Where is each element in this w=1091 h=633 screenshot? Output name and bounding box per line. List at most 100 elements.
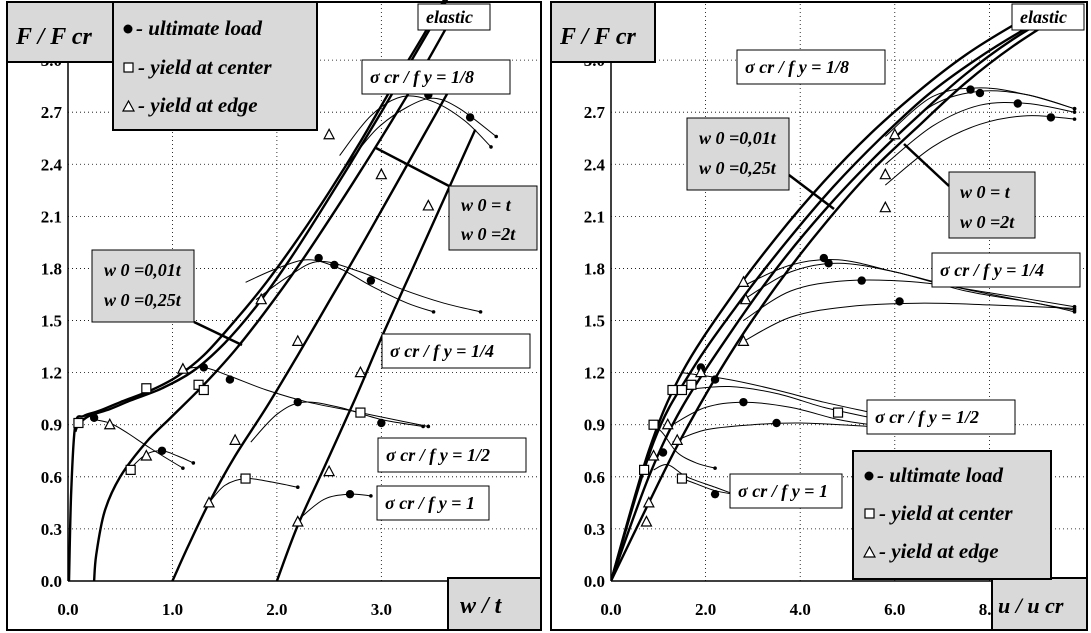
y-tick-label-right: 2.7 (584, 103, 606, 122)
curve-end-dot-left (369, 494, 373, 498)
ultimate-load-point (157, 446, 167, 455)
xlabel-box-right (991, 577, 1088, 631)
ratio-12-box-right (866, 399, 1016, 435)
ratio-14-label-right: σ cr / f y = 1/4 (940, 260, 1044, 280)
elastic-box-left (417, 3, 491, 31)
y-tick-label-left: 0.0 (41, 572, 62, 591)
x-tick-label-right: 0.0 (600, 600, 621, 619)
curve-end-dot-left (489, 145, 493, 149)
yield-center-point (198, 384, 209, 396)
series-line-right (611, 10, 1061, 581)
ultimate-load-point (465, 113, 475, 122)
elastic-label-right: elastic (1020, 7, 1067, 27)
w0-small-box-left (91, 249, 195, 323)
x-tick-label-left: 2.0 (266, 600, 287, 619)
yield-center-point (832, 407, 844, 418)
yield-center-point (676, 473, 688, 484)
yield-edge-point (375, 167, 388, 180)
yield-edge-point (229, 433, 242, 445)
ultimate-load-point (966, 85, 975, 94)
series-line-right (611, 6, 1047, 581)
yield-edge-point (103, 417, 116, 430)
xlabel-right: u / u cr (998, 593, 1064, 618)
legend-center-marker (123, 62, 134, 73)
peak-curve-left (344, 97, 497, 169)
yield-edge-point (291, 515, 304, 527)
yield-edge-point (640, 515, 653, 527)
ultimate-load-point (824, 259, 833, 268)
yield-center-point (648, 419, 659, 430)
ultimate-load-point (975, 88, 985, 98)
yield-edge-point (203, 496, 215, 508)
y-tick-label-left: 2.1 (41, 207, 62, 226)
yield-center-point (193, 379, 204, 390)
ratio-12-label-left: σ cr / f y = 1/2 (386, 445, 490, 465)
yield-center-point (240, 473, 251, 484)
legend-ultimate-label-right: - ultimate load (877, 463, 1004, 487)
ratio-18-label-right: σ cr / f y = 1/8 (745, 57, 849, 77)
curve-end-dot-left (421, 424, 425, 429)
w0-small-box-right (686, 117, 790, 191)
peak-curve-right (884, 102, 1075, 165)
w0-large-a-right: w 0 = t (960, 182, 1011, 202)
ultimate-load-point (314, 253, 323, 263)
x-tick-label-right: 4.0 (790, 600, 811, 619)
yield-center-point (125, 464, 136, 475)
legend-edge-marker-right (862, 545, 877, 558)
xlabel-box-left (447, 577, 542, 631)
w0-large-b-left: w 0 =2t (461, 224, 516, 244)
peak-curve-right (743, 262, 1075, 313)
w0-small-b-right: w 0 =0,25t (699, 158, 777, 178)
legend-edge-marker (121, 99, 136, 112)
y-tick-label-right: 0.0 (584, 572, 605, 591)
ylabel-box-left (6, 1, 114, 63)
ratio-14-box-left (381, 333, 531, 369)
yield-edge-point (422, 199, 435, 211)
ultimate-load-point (89, 413, 99, 422)
yield-edge-point (694, 365, 707, 378)
y-tick-label-left: 2.7 (41, 103, 63, 122)
yield-edge-point (671, 433, 684, 445)
w0-small-a-left: w 0 =0,01t (104, 260, 182, 280)
yield-center-point (639, 464, 650, 475)
yield-center-point (686, 379, 697, 390)
ratio-18-box-left (361, 59, 511, 95)
ratio-1-label-right: σ cr / f y = 1 (738, 481, 828, 501)
peak-curve-left (250, 401, 424, 443)
ratio-12-label-right: σ cr / f y = 1/2 (875, 407, 979, 427)
curve-end-dot-left (478, 310, 483, 314)
yield-edge-point (354, 365, 367, 378)
ratio-18-label-left: σ cr / f y = 1/8 (370, 67, 474, 87)
peak-curve-left (297, 493, 371, 521)
yield-center-point (73, 417, 84, 429)
curve-end-dot-left (295, 485, 300, 490)
series-line-right (611, 6, 1066, 581)
yield-edge-point (739, 292, 752, 305)
peak-curve-right (672, 401, 872, 426)
w0-large-box-right (948, 171, 1036, 239)
yield-edge-point (879, 167, 892, 180)
series-line-left (68, 0, 446, 581)
x-tick-label-left: 3.0 (371, 600, 392, 619)
ultimate-load-point (345, 489, 355, 499)
chart-right: 0.00.30.60.91.21.51.82.12.42.73.00.02.04… (550, 1, 1088, 631)
ratio-1-box-right (729, 473, 843, 509)
yield-edge-point (888, 127, 901, 140)
series-line-right (611, 6, 1073, 581)
y-tick-label-right: 1.2 (584, 364, 605, 383)
yield-edge-point (647, 449, 660, 461)
ultimate-load-point (377, 418, 386, 428)
ylabel-right: F / F cr (559, 24, 636, 50)
w0-small-pointer-right (788, 174, 835, 210)
y-tick-label-right: 1.8 (584, 259, 605, 278)
x-tick-label-left: 1.0 (162, 600, 183, 619)
yield-edge-point (879, 200, 892, 213)
ultimate-load-point (739, 397, 748, 407)
legend-right (852, 450, 1052, 580)
yield-edge-point (176, 362, 189, 374)
y-tick-label-left: 1.2 (41, 364, 62, 383)
ratio-1-box-left (376, 485, 490, 521)
elastic-label-left: elastic (426, 7, 473, 27)
yield-edge-point (323, 464, 336, 477)
legend-center-marker-right (864, 508, 875, 519)
